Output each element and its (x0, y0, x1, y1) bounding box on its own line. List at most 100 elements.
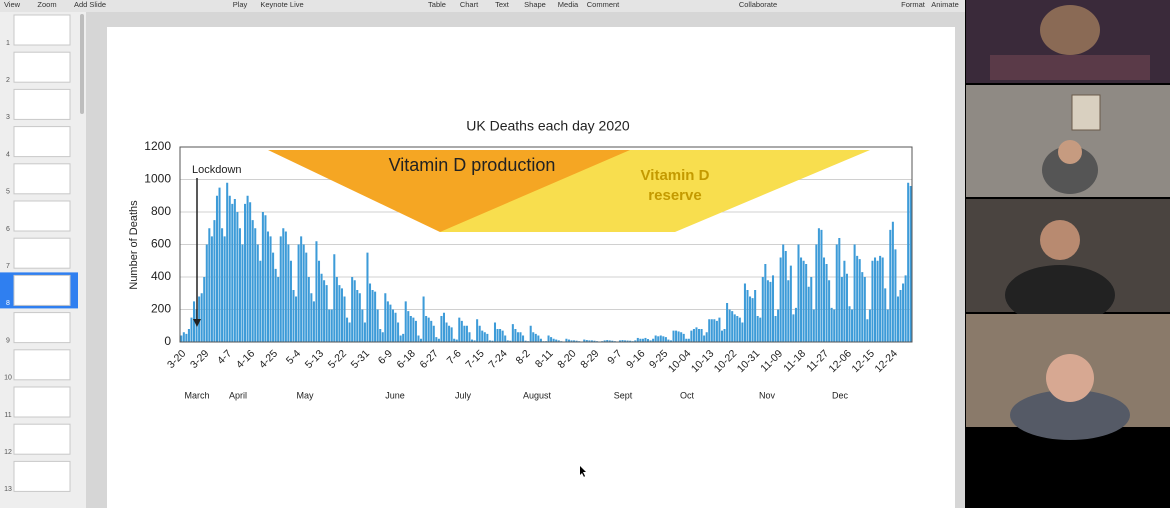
bar (524, 340, 527, 342)
slide-number: 2 (6, 77, 10, 84)
picture (1071, 94, 1101, 131)
bar (746, 290, 749, 342)
bar (715, 320, 718, 342)
bar (840, 277, 843, 342)
bar (662, 336, 665, 342)
bar (629, 340, 632, 342)
toolbar-button[interactable]: Text (495, 0, 510, 9)
bar (399, 335, 402, 342)
toolbar-button[interactable]: Table (428, 0, 446, 9)
bar (491, 340, 494, 342)
toolbar-button[interactable]: Chart (460, 0, 479, 9)
slide-thumbnail[interactable] (13, 14, 71, 46)
bar (221, 228, 224, 342)
bar (539, 338, 542, 342)
bar (749, 296, 752, 342)
slide-thumbnail[interactable] (13, 423, 71, 455)
slide-number: 10 (4, 375, 12, 382)
bar (295, 296, 298, 342)
bar (639, 338, 642, 342)
bar (692, 329, 695, 342)
slide-thumbnail[interactable] (13, 126, 71, 158)
bar (567, 339, 570, 342)
bar (340, 288, 343, 342)
toolbar-button[interactable]: Play (233, 0, 248, 9)
slide-thumbnail[interactable] (13, 274, 71, 306)
bar (575, 340, 578, 342)
bar (733, 314, 736, 342)
toolbar-button[interactable]: Add Slide (74, 0, 106, 9)
slide-thumbnail[interactable] (13, 349, 71, 381)
bar (455, 339, 458, 342)
bar (802, 260, 805, 342)
bar (720, 330, 724, 342)
bar (397, 322, 400, 342)
bar (361, 309, 364, 342)
slide-thumbnail[interactable] (13, 200, 71, 232)
bar (876, 260, 879, 342)
slide-thumbnail[interactable] (13, 51, 71, 83)
bar (282, 228, 285, 342)
bar (833, 309, 836, 342)
bar (279, 236, 282, 342)
bar (440, 316, 443, 342)
bar (277, 277, 280, 342)
bar (705, 332, 708, 342)
bar (478, 325, 481, 342)
bar (570, 340, 573, 342)
production-band (268, 150, 630, 232)
bar (363, 322, 366, 342)
toolbar-button[interactable]: Collaborate (739, 0, 777, 9)
bar (687, 338, 690, 342)
bar (529, 325, 532, 342)
bar (302, 244, 305, 342)
slide-thumbnail[interactable] (13, 88, 71, 120)
bar (565, 338, 568, 342)
toolbar-button[interactable]: Animate (931, 0, 959, 9)
bar (244, 203, 247, 342)
bar (889, 229, 892, 342)
bar (381, 332, 384, 342)
toolbar-button[interactable]: Media (558, 0, 579, 9)
slide-number: 12 (4, 449, 12, 456)
bar (710, 319, 713, 342)
bar (644, 337, 647, 342)
bar (756, 316, 759, 342)
bar (353, 280, 356, 342)
bar (323, 280, 326, 342)
bar (856, 255, 859, 342)
month-label: June (385, 390, 405, 400)
bar (409, 316, 412, 342)
bar (256, 244, 259, 342)
month-label: Oct (680, 390, 695, 400)
annotation: Lockdown (192, 164, 242, 176)
bar (593, 340, 596, 342)
bar (608, 340, 611, 342)
bar (389, 304, 392, 342)
bar (654, 335, 657, 342)
bar (896, 296, 899, 342)
bar (726, 303, 729, 342)
toolbar-button[interactable]: Shape (524, 0, 546, 9)
bar (866, 319, 869, 342)
bar (800, 257, 803, 342)
bar (346, 317, 349, 342)
slide-thumbnail[interactable] (13, 460, 71, 492)
bar (618, 340, 621, 342)
bar (402, 333, 405, 342)
slide-thumbnail[interactable] (13, 312, 71, 344)
bar (774, 316, 777, 342)
bar (187, 329, 190, 342)
slide-thumbnail[interactable] (13, 163, 71, 195)
toolbar-button[interactable]: Keynote Live (260, 0, 303, 9)
bar (522, 335, 525, 342)
bar (550, 337, 553, 342)
slide-thumbnail[interactable] (13, 237, 71, 269)
slide-thumbnail[interactable] (13, 386, 71, 418)
plot-border (179, 146, 913, 343)
toolbar-button[interactable]: Format (901, 0, 926, 9)
toolbar-button[interactable]: Zoom (37, 0, 56, 9)
toolbar-button[interactable]: Comment (587, 0, 620, 9)
toolbar-button[interactable]: View (4, 0, 21, 9)
